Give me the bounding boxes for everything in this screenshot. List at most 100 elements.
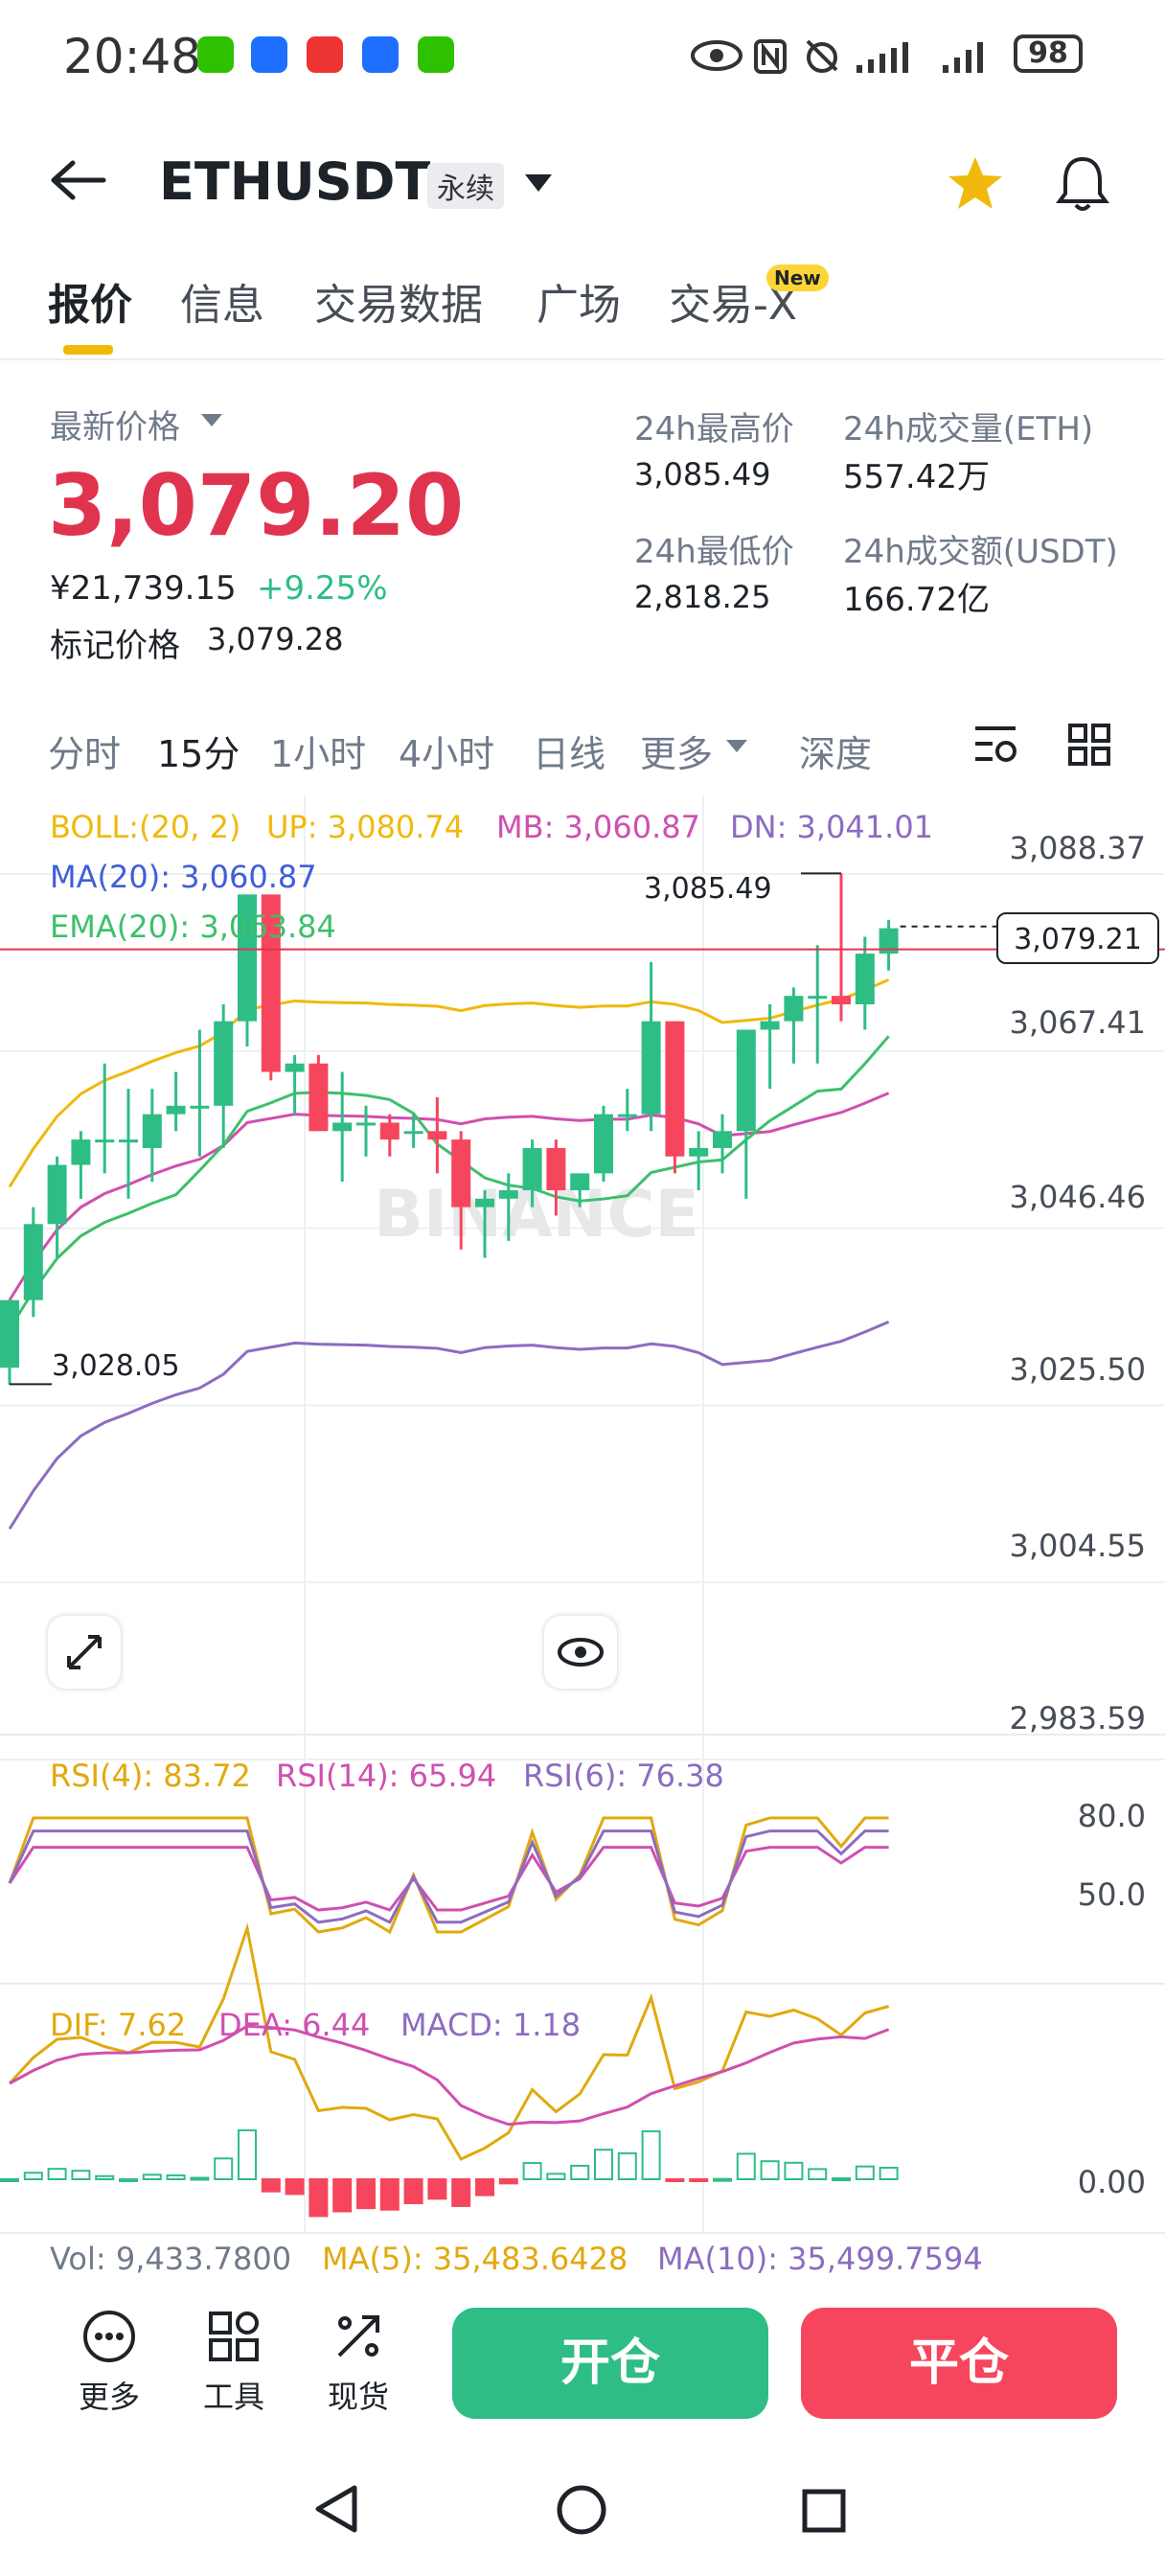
24h-volume-value: 557.42万 xyxy=(843,458,990,496)
chart-grid xyxy=(0,795,1165,2234)
candle-body xyxy=(689,1147,709,1157)
fullscreen-button[interactable] xyxy=(48,1616,121,1689)
mark-price-label: 标记价格 xyxy=(50,627,180,665)
rsi4-line xyxy=(8,1816,889,1935)
visibility-button[interactable] xyxy=(544,1616,617,1689)
back-arrow-icon[interactable] xyxy=(50,159,107,201)
boll-dn-line xyxy=(8,1320,890,1530)
candle-body xyxy=(190,1105,210,1109)
dif-label: DIF: 7.62 xyxy=(50,2007,187,2043)
caret-down-icon[interactable] xyxy=(525,174,552,194)
candle-body xyxy=(641,1021,661,1115)
candle-body xyxy=(570,1173,590,1191)
bell-icon[interactable] xyxy=(1054,153,1111,213)
interval-1h[interactable]: 1小时 xyxy=(270,733,367,775)
interval-depth[interactable]: 深度 xyxy=(799,733,873,775)
macd-histogram-bar xyxy=(119,2177,138,2182)
spot-label[interactable]: 现货 xyxy=(328,2379,390,2415)
24h-amount-value: 166.72亿 xyxy=(843,581,990,619)
candle-body xyxy=(332,1122,353,1132)
rsi14-label: RSI(14): 65.94 xyxy=(276,1758,497,1794)
interval-more[interactable]: 更多 xyxy=(640,733,714,775)
star-icon[interactable] xyxy=(947,155,1004,211)
tools-label[interactable]: 工具 xyxy=(203,2379,265,2415)
macd-histogram-bar xyxy=(832,2177,851,2182)
chart-settings-icon[interactable] xyxy=(971,723,1019,767)
interval-1d[interactable]: 日线 xyxy=(533,733,606,775)
nav-home-icon[interactable] xyxy=(556,2484,607,2536)
candle-body xyxy=(356,1122,376,1126)
candle-body xyxy=(308,1063,329,1132)
app-icon xyxy=(362,36,399,73)
macd-histogram-bar xyxy=(784,2161,804,2180)
macd-histogram-bar xyxy=(617,2151,637,2181)
24h-low-label: 24h最低价 xyxy=(634,533,794,571)
volume-ma5: MA(5): 35,483.6428 xyxy=(322,2241,628,2277)
interval-4h[interactable]: 4小时 xyxy=(399,733,495,775)
new-badge: New xyxy=(766,264,829,291)
candle-body xyxy=(403,1131,423,1135)
rsi6-line xyxy=(8,1829,889,1924)
app-icon xyxy=(251,36,287,73)
macd-histogram-bar xyxy=(0,2178,19,2182)
candle-body xyxy=(23,1224,43,1300)
candle-body xyxy=(832,996,851,1004)
symbol-title[interactable]: ETHUSDT xyxy=(159,151,431,212)
macd-histogram-bar xyxy=(308,2178,329,2218)
more-icon[interactable] xyxy=(80,2308,138,2365)
candle-body xyxy=(498,1190,518,1199)
boll-dn: DN: 3,041.01 xyxy=(730,809,934,845)
status-time: 20:48 xyxy=(63,29,202,84)
interval-time[interactable]: 分时 xyxy=(48,733,122,775)
caret-down-icon[interactable] xyxy=(726,740,747,753)
boll-up-line xyxy=(8,978,890,1188)
macd-histogram-bar xyxy=(570,2164,590,2180)
grid-layout-icon[interactable] xyxy=(1067,723,1111,767)
candle-body xyxy=(0,1300,19,1368)
nav-recents-icon[interactable] xyxy=(801,2488,847,2534)
tab-info[interactable]: 信息 xyxy=(180,281,264,330)
candle-body xyxy=(166,1105,186,1115)
rsi-axis-label: 80.0 xyxy=(1077,1798,1146,1834)
close-position-button[interactable]: 平仓 xyxy=(801,2308,1117,2419)
candle-body xyxy=(546,1147,566,1191)
macd-histogram-bar xyxy=(23,2172,43,2180)
tab-square[interactable]: 广场 xyxy=(537,281,621,330)
cny-price: ¥21,739.15 xyxy=(50,569,237,608)
macd-histogram-bar xyxy=(261,2178,281,2193)
nav-back-icon[interactable] xyxy=(312,2482,360,2536)
spot-icon[interactable] xyxy=(330,2308,387,2365)
macd-histogram-bar xyxy=(879,2166,899,2181)
interval-15m[interactable]: 15分 xyxy=(157,733,240,775)
kline-chart[interactable]: BINANCE xyxy=(0,795,1165,2252)
macd-histogram-bar xyxy=(238,2128,257,2180)
tab-quote[interactable]: 报价 xyxy=(48,281,132,330)
candle-body xyxy=(522,1147,542,1191)
signal-icon xyxy=(857,42,908,73)
rsi6-label: RSI(6): 76.38 xyxy=(523,1758,724,1794)
open-position-button[interactable]: 开仓 xyxy=(452,2308,768,2419)
macd-histogram-bar xyxy=(522,2162,542,2181)
candle-body xyxy=(451,1139,471,1208)
high-marker-label: 3,085.49 xyxy=(644,872,772,906)
macd-histogram-bar xyxy=(142,2174,162,2180)
battery-icon: 98 xyxy=(1014,34,1083,73)
eye-icon xyxy=(558,1638,604,1667)
last-price-label[interactable]: 最新价格 xyxy=(50,408,180,447)
24h-volume-label: 24h成交量(ETH) xyxy=(843,410,1094,448)
candle-body xyxy=(665,1021,685,1157)
expand-icon xyxy=(67,1635,102,1669)
macd-histogram-bar xyxy=(475,2178,494,2196)
price-axis-label: 3,025.50 xyxy=(1009,1351,1147,1388)
candle-body xyxy=(879,928,899,954)
candle-body xyxy=(594,1114,613,1174)
caret-down-icon[interactable] xyxy=(201,414,222,427)
rsi-axis-label: 50.0 xyxy=(1077,1876,1146,1913)
price-axis-label: 3,004.55 xyxy=(1009,1528,1147,1564)
tab-trade-data[interactable]: 交易数据 xyxy=(314,281,483,330)
more-label[interactable]: 更多 xyxy=(79,2379,141,2415)
macd-histogram-bar xyxy=(713,2177,732,2182)
app-icon xyxy=(307,36,343,73)
price-axis-label: 2,983.59 xyxy=(1009,1700,1147,1736)
tools-icon[interactable] xyxy=(205,2308,263,2365)
